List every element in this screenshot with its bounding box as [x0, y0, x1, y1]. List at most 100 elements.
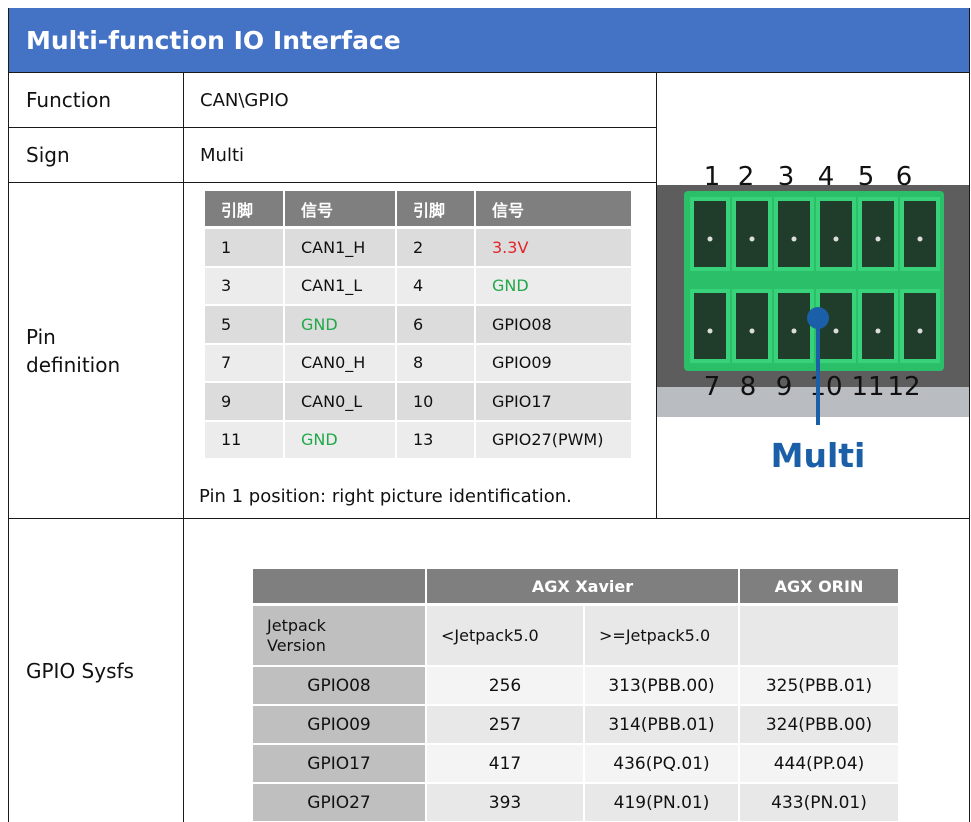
terminal — [900, 197, 940, 271]
pin-number: 9 — [776, 372, 793, 402]
gpio-cell: 314(PBB.01) — [585, 706, 738, 743]
terminal — [690, 197, 730, 271]
pin-cell: 7 — [205, 344, 283, 381]
terminal — [732, 289, 772, 363]
pin-cell: 10 — [397, 383, 474, 420]
row-value: CAN\GPIO — [200, 89, 289, 111]
pin-number: 5 — [858, 162, 875, 192]
pin-cell: GPIO27(PWM) — [476, 421, 631, 458]
row-label: Function — [26, 88, 112, 112]
header-bar: Multi-function IO Interface — [8, 8, 970, 72]
terminal — [774, 289, 814, 363]
pin-number: 1 — [704, 162, 721, 192]
pin-cell: CAN1_L — [285, 267, 395, 304]
border-line — [8, 127, 656, 128]
pin-cell: 5 — [205, 306, 283, 343]
row-label: Sign — [26, 143, 70, 167]
row-label: GPIO Sysfs — [26, 658, 134, 683]
gpio-cell: 433(PN.01) — [740, 784, 898, 821]
pin-cell: GND — [285, 421, 395, 458]
gpio-version: <Jetpack5.0 — [427, 606, 583, 665]
gpio-cell: 325(PBB.01) — [740, 667, 898, 704]
pointer-dot — [807, 307, 829, 329]
terminal — [732, 197, 772, 271]
pin-cell: GND — [476, 267, 631, 304]
pin-cell: 8 — [397, 344, 474, 381]
pin-number: 3 — [778, 162, 795, 192]
pin-number: 2 — [738, 162, 755, 192]
pin-cell: 13 — [397, 421, 474, 458]
border-line — [8, 182, 656, 183]
pin-number: 4 — [818, 162, 835, 192]
pin-header-cell: 信号 — [476, 191, 631, 226]
pin-cell: 4 — [397, 267, 474, 304]
gpio-cell: GPIO09 — [253, 706, 425, 743]
pin-number: 6 — [896, 162, 913, 192]
pin-cell: 1 — [205, 229, 283, 266]
row-value: Multi — [200, 144, 244, 166]
gpio-cell: GPIO08 — [253, 667, 425, 704]
terminal — [858, 197, 898, 271]
border-line — [8, 72, 970, 73]
terminal-dot — [917, 328, 923, 334]
gpio-cell: 324(PBB.00) — [740, 706, 898, 743]
terminal-dot — [749, 236, 755, 242]
terminal-dot — [791, 328, 797, 334]
pin-header-cell: 引脚 — [205, 191, 283, 226]
pin-cell: 3 — [205, 267, 283, 304]
gpio-version — [740, 606, 898, 665]
terminal-dot — [833, 236, 839, 242]
pin-number: 8 — [740, 372, 757, 402]
terminal-dot — [875, 236, 881, 242]
terminal — [816, 197, 856, 271]
connector-photo: 1 2 3 4 5 67 8 9 10 11 12 — [656, 155, 970, 425]
pin-number: 12 — [887, 372, 920, 402]
pin-cell: 2 — [397, 229, 474, 266]
pin-header-cell: 信号 — [285, 191, 395, 226]
pin-number: 11 — [851, 372, 884, 402]
gpio-cell: 257 — [427, 706, 583, 743]
gpio-version: >=Jetpack5.0 — [585, 606, 738, 665]
pin-cell: GPIO09 — [476, 344, 631, 381]
gpio-cell: 436(PQ.01) — [585, 745, 738, 782]
terminal — [774, 197, 814, 271]
border-line — [183, 72, 184, 822]
pin-cell: 6 — [397, 306, 474, 343]
gpio-cell: 419(PN.01) — [585, 784, 738, 821]
gpio-header-cell — [253, 569, 425, 603]
pin-cell: GND — [285, 306, 395, 343]
pin-header-cell: 引脚 — [397, 191, 474, 226]
pin-cell: CAN0_H — [285, 344, 395, 381]
terminal-dot — [791, 236, 797, 242]
terminal-dot — [749, 328, 755, 334]
pin-cell: GPIO17 — [476, 383, 631, 420]
border-line — [8, 8, 9, 822]
pin-note: Pin 1 position: right picture identifica… — [199, 485, 572, 507]
gpio-cell: GPIO27 — [253, 784, 425, 821]
gpio-cell: 417 — [427, 745, 583, 782]
border-line — [656, 72, 657, 518]
gpio-cell: 256 — [427, 667, 583, 704]
pin-cell: CAN0_L — [285, 383, 395, 420]
pin-cell: 11 — [205, 421, 283, 458]
terminal-dot — [707, 328, 713, 334]
pin-cell: 9 — [205, 383, 283, 420]
gpio-header-cell: AGX Xavier — [427, 569, 738, 603]
terminal — [900, 289, 940, 363]
pin-number: 7 — [704, 372, 721, 402]
terminal-dot — [707, 236, 713, 242]
border-line — [8, 518, 970, 519]
gpio-header-cell: AGX ORIN — [740, 569, 898, 603]
terminal-dot — [833, 328, 839, 334]
terminal-dot — [917, 236, 923, 242]
pin-cell: GPIO08 — [476, 306, 631, 343]
terminal — [690, 289, 730, 363]
terminal — [858, 289, 898, 363]
pin-cell: 3.3V — [476, 229, 631, 266]
gpio-version-label: Jetpack Version — [253, 606, 425, 665]
row-label: Pin definition — [26, 324, 121, 377]
gpio-cell: 393 — [427, 784, 583, 821]
gpio-cell: GPIO17 — [253, 745, 425, 782]
image-label: Multi — [770, 435, 866, 475]
